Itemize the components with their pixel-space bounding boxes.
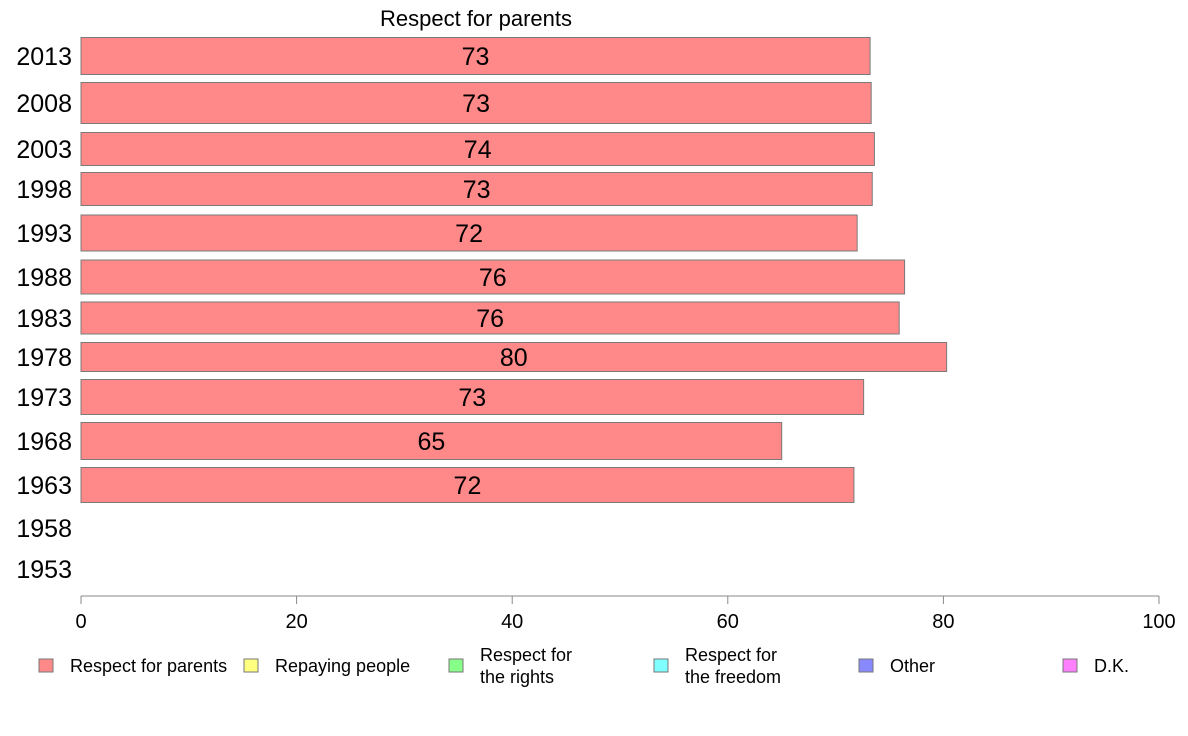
legend-item: D.K. (1062, 656, 1129, 676)
legend-label: the freedom (685, 667, 781, 687)
bar-value-label: 76 (479, 264, 507, 292)
bar (80, 259, 906, 295)
legend-swatch (448, 658, 464, 673)
legend-swatch (1062, 658, 1078, 673)
bar (80, 214, 858, 252)
y-tick-label: 1993 (16, 220, 72, 248)
bar (80, 342, 948, 372)
y-tick-label: 2013 (16, 43, 72, 71)
bar (80, 379, 865, 415)
bar (80, 82, 872, 124)
bar-value-label: 65 (417, 428, 445, 456)
y-tick-label: 1973 (16, 384, 72, 412)
legend: Respect for parents Repaying people Respec… (38, 645, 1129, 687)
y-tick-label: 1988 (16, 264, 72, 292)
bar (80, 172, 873, 206)
legend-item: Respect for parents (38, 656, 227, 676)
x-tick-label: 40 (501, 611, 523, 633)
bar (80, 422, 783, 460)
bar-value-label: 74 (464, 136, 492, 164)
bar (80, 132, 875, 166)
y-tick-label: 1968 (16, 428, 72, 456)
y-tick-label: 1983 (16, 305, 72, 333)
y-tick-label: 2008 (16, 90, 72, 118)
legend-label: Respect for (480, 645, 572, 665)
bar-value-label: 73 (462, 90, 490, 118)
x-axis: 0 20 40 60 80 100 (75, 595, 1176, 633)
y-tick-label: 1978 (16, 344, 72, 372)
legend-swatch (38, 658, 54, 673)
y-tick-label: 1963 (16, 472, 72, 500)
bar (80, 467, 855, 503)
legend-item: Repaying people (243, 656, 410, 676)
legend-swatch (243, 658, 259, 673)
bar-value-label: 80 (500, 344, 528, 372)
legend-label: D.K. (1094, 656, 1129, 676)
x-tick-label: 20 (285, 611, 307, 633)
y-tick-label: 2003 (16, 136, 72, 164)
legend-swatch (858, 658, 874, 673)
bar-value-label: 72 (454, 472, 482, 500)
x-tick-label: 60 (717, 611, 739, 633)
bar-value-label: 73 (463, 176, 491, 204)
bars: 73 73 74 73 72 76 76 80 73 65 72 (80, 37, 948, 503)
legend-label: the rights (480, 667, 554, 687)
legend-item: Other (858, 656, 935, 676)
legend-swatch (653, 658, 669, 673)
bar-value-label: 73 (458, 384, 486, 412)
bar (80, 301, 900, 335)
bar (80, 37, 871, 75)
x-tick-label: 80 (932, 611, 954, 633)
x-tick-label: 0 (75, 611, 86, 633)
bar-value-label: 76 (476, 305, 504, 333)
legend-label: Other (890, 656, 935, 676)
chart-title: Respect for parents (380, 6, 572, 31)
bar-value-label: 72 (455, 220, 483, 248)
x-tick-label: 100 (1142, 611, 1175, 633)
legend-label: Respect for (685, 645, 777, 665)
y-tick-label: 1958 (16, 515, 72, 543)
bar-value-label: 73 (462, 43, 490, 71)
y-axis-labels: 2013 2008 2003 1998 1993 1988 1983 1978 1973 1968… (16, 43, 72, 584)
legend-label: Repaying people (275, 656, 410, 676)
y-tick-label: 1998 (16, 176, 72, 204)
y-tick-label: 1953 (16, 556, 72, 584)
legend-label: Respect for parents (70, 656, 227, 676)
